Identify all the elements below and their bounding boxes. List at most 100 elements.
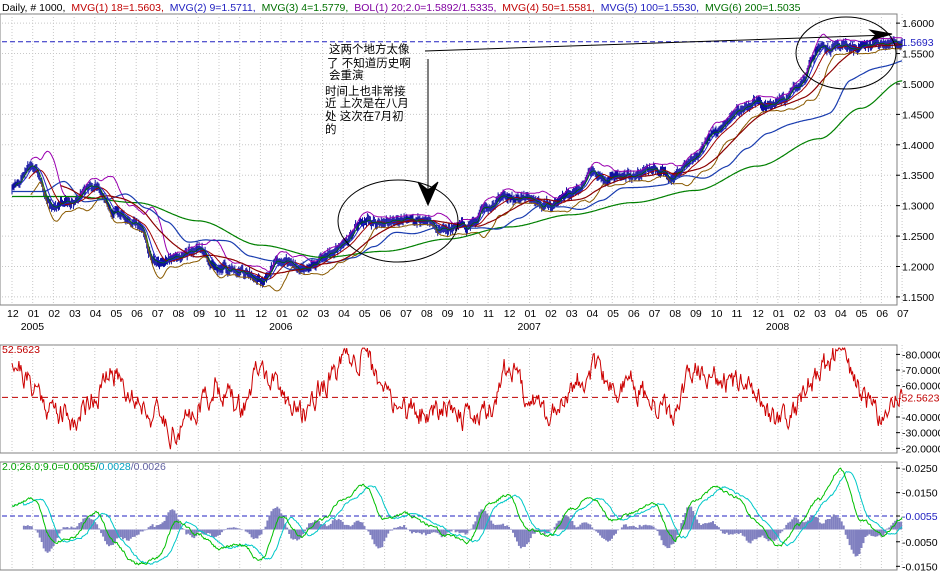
chart-header: Daily, # 1000, MVG(1) 18=1.5603, MVG(2) … bbox=[2, 2, 801, 14]
bollinger-lower-line bbox=[30, 47, 903, 292]
x-month-label: 12 bbox=[504, 308, 516, 320]
x-month-label: 11 bbox=[483, 308, 494, 320]
x-month-label: 05 bbox=[111, 308, 123, 320]
x-month-label: 12 bbox=[7, 308, 19, 320]
macd-tick-label: -0.0250 bbox=[902, 463, 938, 475]
x-month-label: 02 bbox=[794, 308, 806, 320]
price-tick-label: 1.5500 bbox=[902, 49, 934, 61]
x-month-label: 01 bbox=[525, 308, 537, 320]
price-tick-label: 1.1500 bbox=[902, 292, 934, 304]
x-month-label: 04 bbox=[338, 308, 350, 320]
x-month-label: 06 bbox=[876, 308, 888, 320]
x-month-label: 09 bbox=[690, 308, 702, 320]
indicator-mvg4: MVG(4) 50=1.5581, bbox=[502, 2, 595, 14]
price-tick-label: 1.6000 bbox=[902, 18, 934, 30]
x-month-label: 06 bbox=[380, 308, 392, 320]
x-month-label: 07 bbox=[152, 308, 164, 320]
annotation-line-5: 近 上次是在八月 bbox=[325, 96, 409, 110]
x-month-label: 09 bbox=[442, 308, 454, 320]
x-month-label: 03 bbox=[814, 308, 826, 320]
macd-tick-label: -0.0055 bbox=[902, 511, 938, 523]
macd-signal-line bbox=[11, 471, 903, 565]
x-month-label: 08 bbox=[669, 308, 681, 320]
macd-line bbox=[11, 467, 903, 566]
price-panel-frame bbox=[0, 13, 898, 306]
macd-chart: -0.0250 -0.0150 -0.0055 -0.0050 -0.0150 bbox=[2, 462, 938, 573]
x-month-label: 12 bbox=[255, 308, 267, 320]
annotation-drawings bbox=[337, 16, 897, 263]
indicator-bol: BOL(1) 20;2.0=1.5892/1.5335, bbox=[354, 2, 496, 14]
ma4-line bbox=[14, 40, 903, 283]
macd-header-params: 2.0;26.0;9.0=0.0055/ bbox=[2, 461, 99, 473]
rsi-tick-label: -70.0000 bbox=[902, 365, 940, 377]
x-year-label: 2007 bbox=[518, 321, 542, 333]
rsi-header-value: 52.5623 bbox=[2, 344, 40, 356]
x-month-label: 07 bbox=[400, 308, 412, 320]
annotation-line-4: 时间上也非常接 bbox=[325, 85, 406, 98]
macd-tick-label: -0.0150 bbox=[902, 561, 938, 572]
annotation-line-7: 的 bbox=[325, 122, 337, 136]
x-month-label: 02 bbox=[48, 308, 60, 320]
price-chart: 1.6000 1.5500 1.5000 1.4500 1.4000 1.3500 1.30… bbox=[2, 14, 934, 333]
indicator-mvg6: MVG(6) 200=1.5035 bbox=[705, 2, 801, 14]
indicator-mvg3: MVG(3) 4=1.5779, bbox=[262, 2, 349, 14]
x-month-label: 07 bbox=[649, 308, 661, 320]
annotation-text: 这两个地方太像 了 不知道历史啊 会重演 时间上也非常接 近 上次是在八月 处 … bbox=[325, 42, 411, 136]
ma50-line bbox=[60, 44, 903, 275]
x-month-label: 04 bbox=[90, 308, 102, 320]
x-month-label: 05 bbox=[607, 308, 619, 320]
x-month-label: 11 bbox=[732, 308, 743, 320]
rsi-panel-frame bbox=[0, 344, 898, 454]
annotation-line-6: 处 这次在7月初 bbox=[325, 109, 404, 123]
x-month-label: 03 bbox=[566, 308, 578, 320]
x-month-label: 08 bbox=[421, 308, 433, 320]
bollinger-upper-line bbox=[30, 33, 903, 273]
indicator-mvg5: MVG(5) 100=1.5530, bbox=[601, 2, 699, 14]
x-month-label: 09 bbox=[193, 308, 205, 320]
rsi-tick-label: -20.0000 bbox=[902, 443, 940, 455]
x-month-label: 05 bbox=[856, 308, 868, 320]
x-month-label: 03 bbox=[318, 308, 330, 320]
x-month-label: 04 bbox=[587, 308, 599, 320]
x-month-label: 10 bbox=[711, 308, 723, 320]
rsi-line bbox=[11, 346, 903, 450]
x-year-label: 2005 bbox=[21, 321, 45, 333]
x-month-label: 02 bbox=[545, 308, 557, 320]
x-year-label: 2008 bbox=[766, 321, 790, 333]
annotation-line-1: 这两个地方太像 bbox=[329, 42, 410, 56]
x-month-label: 05 bbox=[359, 308, 371, 320]
x-month-label: 11 bbox=[235, 308, 246, 320]
current-value-label: -1.5693 bbox=[898, 37, 934, 49]
rsi-chart: -80.0000 -70.0000 -60.0000 -40.0000 -30.0000… bbox=[2, 345, 940, 455]
x-month-label: 06 bbox=[628, 308, 640, 320]
rsi-tick-label: -30.0000 bbox=[902, 428, 940, 440]
rsi-reference-label: -52.5623 bbox=[898, 392, 940, 404]
rsi-tick-label: -80.0000 bbox=[902, 349, 940, 361]
rsi-tick-label: -60.0000 bbox=[902, 381, 940, 393]
annotation-arrow-head bbox=[417, 181, 439, 207]
annotation-circle-2006 bbox=[337, 179, 459, 263]
macd-header-hist: /0.0026 bbox=[131, 461, 166, 473]
price-tick-label: 1.5000 bbox=[902, 79, 934, 91]
x-month-label: 01 bbox=[28, 308, 40, 320]
indicator-mvg1: MVG(1) 18=1.5603, bbox=[71, 2, 164, 14]
chart-title: Daily, # 1000, bbox=[2, 2, 65, 14]
price-tick-label: 1.2500 bbox=[902, 231, 934, 243]
macd-header-signal: 0.0028 bbox=[99, 461, 131, 473]
annotation-arrow-head-right bbox=[868, 29, 893, 42]
macd-header: 2.0;26.0;9.0=0.0055/0.0028/0.0026 bbox=[2, 461, 166, 473]
x-month-label: 04 bbox=[835, 308, 847, 320]
price-tick-label: 1.4500 bbox=[902, 109, 934, 121]
x-month-label: 07 bbox=[897, 308, 909, 320]
ma200-line bbox=[12, 80, 903, 258]
price-tick-label: 1.3500 bbox=[902, 170, 934, 182]
price-tick-label: 1.2000 bbox=[902, 261, 934, 273]
x-month-label: 08 bbox=[173, 308, 185, 320]
price-tick-label: 1.4000 bbox=[902, 140, 934, 152]
ma9-line bbox=[19, 41, 903, 282]
x-month-label: 06 bbox=[131, 308, 143, 320]
x-month-label: 10 bbox=[462, 308, 474, 320]
x-month-label: 03 bbox=[69, 308, 81, 320]
